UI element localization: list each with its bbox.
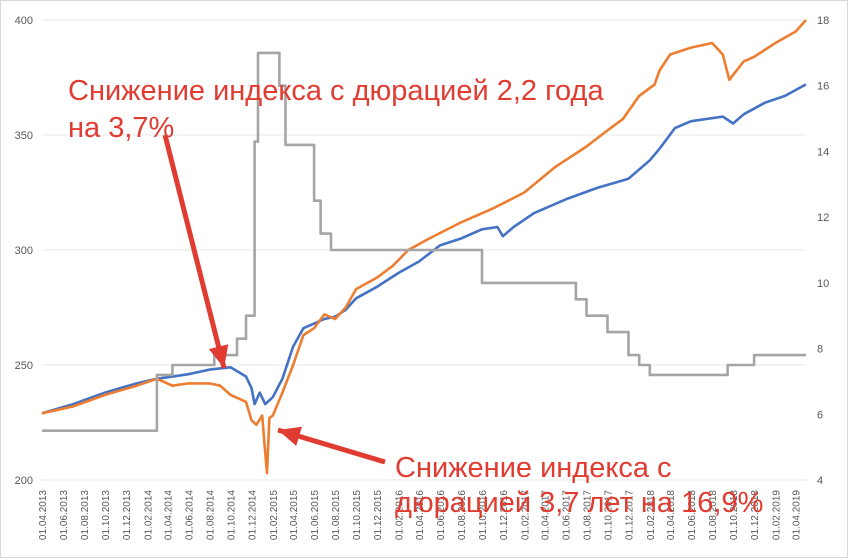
right-tick-label: 8 xyxy=(817,344,823,356)
x-tick-label: 01.08.2017 xyxy=(583,490,594,540)
x-axis-ticks: 01.04.2013 01.06.2013 01.08.2013 01.10.2013… xyxy=(38,490,803,540)
x-tick-label: 01.10.2013 xyxy=(101,490,112,540)
left-tick-label: 400 xyxy=(15,15,33,27)
right-tick-label: 12 xyxy=(817,212,829,224)
left-tick-label: 200 xyxy=(15,475,33,487)
annotation-2-line-2: дюрацией 3,7 лет на 16,9% xyxy=(395,487,763,519)
right-tick-label: 16 xyxy=(817,81,829,93)
x-tick-label: 01.04.2014 xyxy=(164,490,175,540)
x-tick-label: 01.02.2018 xyxy=(646,490,657,540)
x-tick-label: 01.10.2016 xyxy=(478,490,489,540)
x-tick-label: 01.02.2017 xyxy=(520,490,531,540)
x-tick-label: 01.12.2018 xyxy=(750,490,761,540)
x-tick-label: 01.06.2016 xyxy=(436,490,447,540)
annotation-1-line-1: Снижение индекса с дюрацией 2,2 года xyxy=(68,75,604,107)
x-tick-label: 01.04.2019 xyxy=(792,490,803,540)
right-tick-label: 18 xyxy=(817,15,829,27)
x-tick-label: 01.04.2018 xyxy=(666,490,677,540)
x-tick-label: 01.12.2013 xyxy=(122,490,133,540)
x-tick-label: 01.04.2015 xyxy=(289,490,300,540)
x-tick-label: 01.12.2016 xyxy=(499,490,510,540)
x-tick-label: 01.06.2014 xyxy=(185,490,196,540)
arrow-bottom-head xyxy=(278,426,302,446)
right-tick-label: 4 xyxy=(817,475,823,487)
x-tick-label: 01.04.2016 xyxy=(415,490,426,540)
arrow-top-shaft xyxy=(162,134,227,369)
x-tick-label: 01.02.2015 xyxy=(269,490,280,540)
arrow-top-head xyxy=(208,344,229,368)
x-tick-label: 01.08.2018 xyxy=(708,490,719,540)
right-axis-ticks: 4 6 8 10 12 14 16 18 xyxy=(817,15,829,487)
series-line-1 xyxy=(41,83,807,415)
right-tick-label: 14 xyxy=(817,146,829,158)
x-tick-label: 01.10.2018 xyxy=(729,490,740,540)
x-tick-label: 01.10.2017 xyxy=(604,490,615,540)
x-tick-label: 01.10.2015 xyxy=(352,490,363,540)
x-tick-label: 01.02.2016 xyxy=(394,490,405,540)
x-tick-label: 01.08.2014 xyxy=(206,490,217,540)
left-tick-label: 350 xyxy=(15,130,33,142)
x-tick-label: 01.12.2017 xyxy=(625,490,636,540)
x-tick-label: 01.12.2015 xyxy=(373,490,384,540)
right-tick-label: 6 xyxy=(817,409,823,421)
annotation-2-line-1: Снижение индекса с xyxy=(395,452,672,484)
left-tick-label: 250 xyxy=(15,360,33,372)
series-line-2 xyxy=(41,19,807,475)
x-tick-label: 01.06.2015 xyxy=(310,490,321,540)
annotation-1-line-2: на 3,7% xyxy=(68,112,174,144)
x-tick-label: 01.04.2017 xyxy=(541,490,552,540)
x-tick-label: 01.10.2014 xyxy=(227,490,238,540)
x-tick-label: 01.04.2013 xyxy=(38,490,49,540)
x-tick-label: 01.06.2018 xyxy=(687,490,698,540)
left-axis-ticks: 200 250 300 350 400 xyxy=(15,15,33,487)
x-tick-label: 01.08.2013 xyxy=(80,490,91,540)
x-tick-label: 01.12.2014 xyxy=(247,490,258,540)
x-tick-label: 01.08.2016 xyxy=(457,490,468,540)
x-tick-label: 01.02.2019 xyxy=(771,490,782,540)
right-tick-label: 10 xyxy=(817,278,829,290)
x-tick-label: 01.08.2015 xyxy=(331,490,342,540)
left-tick-label: 300 xyxy=(15,245,33,257)
annotation-arrows xyxy=(162,134,386,465)
x-tick-label: 01.06.2013 xyxy=(59,490,70,540)
annotations: Снижение индекса с дюрацией 2,2 года на 3… xyxy=(68,75,763,519)
x-tick-label: 01.02.2014 xyxy=(143,490,154,540)
x-tick-label: 01.06.2017 xyxy=(562,490,573,540)
